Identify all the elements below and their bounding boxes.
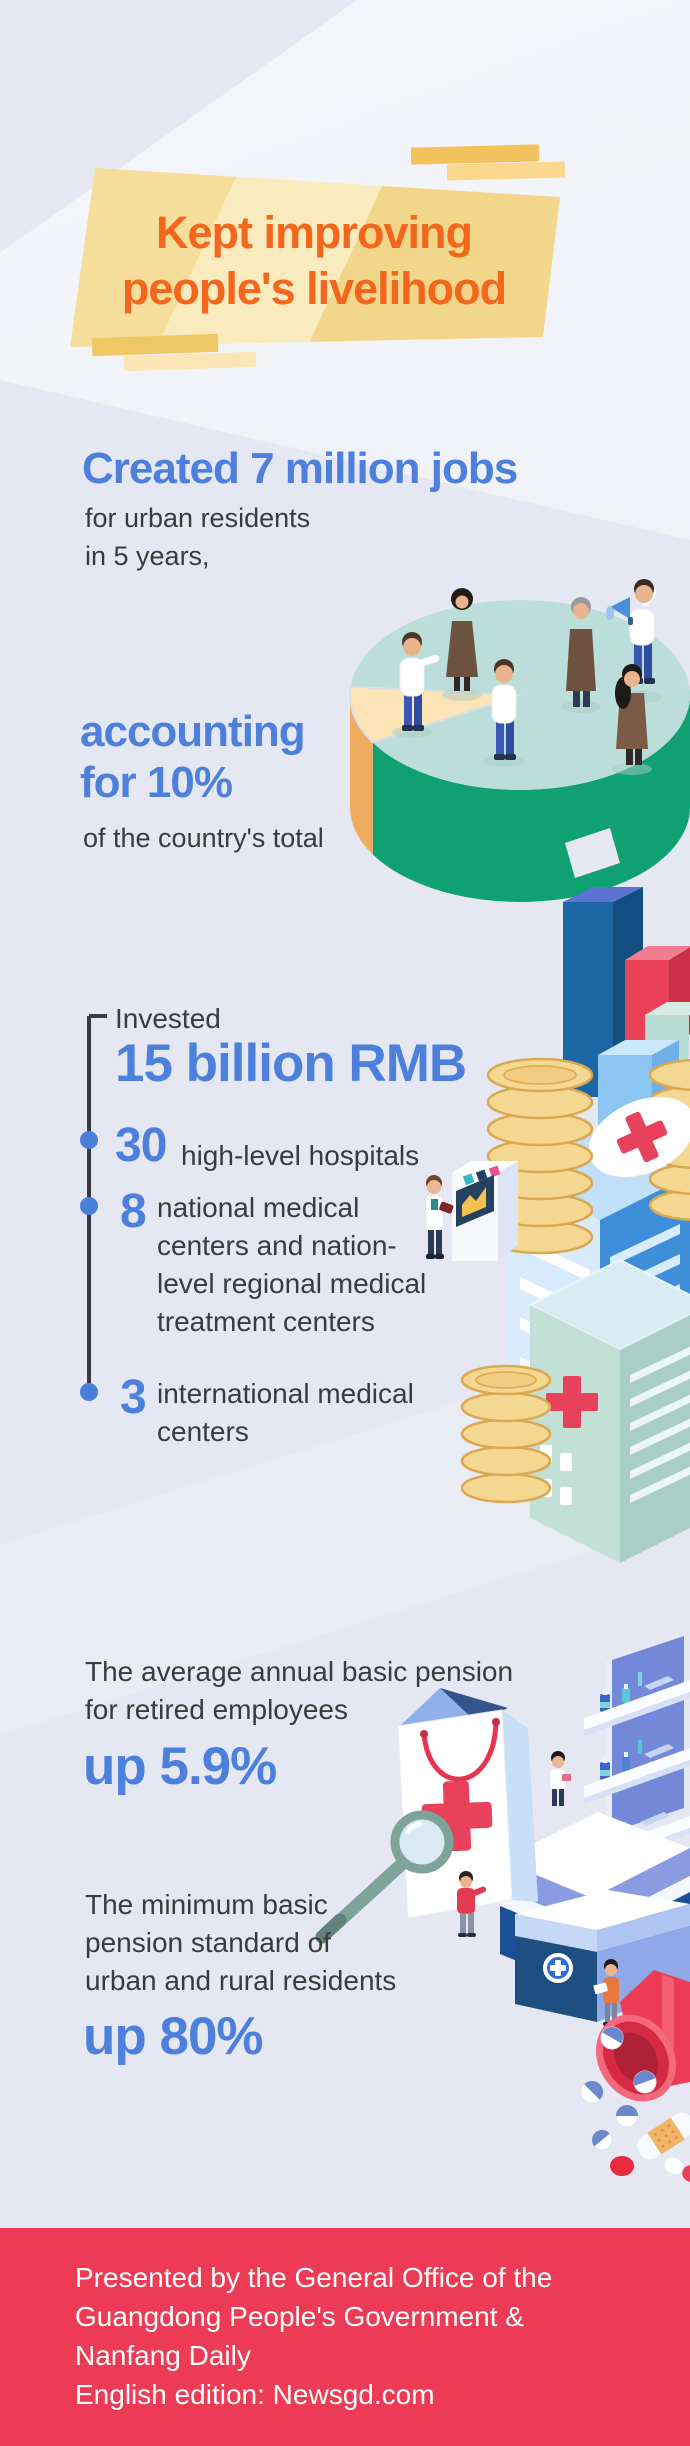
person-figure-red-sweater [457,1871,487,1937]
stat-number-hospitals: 30 [115,1119,167,1172]
pie-notch [565,828,620,878]
red-cross-sign-icon [588,1096,690,1178]
page-title-line2: people's livelihood [121,263,507,314]
pharmacy-shelf-icon [584,1636,690,1872]
footer-line3: Nanfang Daily [75,2340,251,2371]
shelf-board-2 [584,1740,690,1804]
stat-label-national-centers-l1: national medical [157,1192,360,1223]
pharmacist-figure [549,1751,571,1806]
band-aid-icon [636,2111,690,2161]
megaphone-icon [606,597,633,625]
title-banner: Kept improving people's livelihood [70,168,560,347]
medical-plus-badge-kit [543,1953,573,1983]
red-cross-icon [546,1376,598,1428]
pension2-highlight: up 80% [83,2007,264,2066]
bullet-dot-1 [80,1131,98,1149]
pension2-line2: pension standard of [85,1927,331,1958]
stat-label-national-centers-l2: centers and nation- [157,1230,397,1261]
stat-label-national-centers-l4: treatment centers [157,1306,375,1337]
jobs-subline-1: for urban residents [85,503,311,533]
bullet-dot-3 [80,1383,98,1401]
jobs-pie-chart-illustration [349,579,690,902]
person-figure-gray-hair-man [561,597,601,713]
bullet-dot-2 [80,1197,98,1215]
jobs-share-note: of the country's total [83,823,324,853]
jobs-share-line2: for 10% [80,758,233,807]
pharmacy-illustration [315,1636,690,2184]
pie-wedge-10-percent [349,685,521,744]
doctor-figure [425,1175,454,1259]
page-title-line1: Kept improving [155,207,473,258]
person-figure-orange-top [593,1959,619,2026]
pie-wedge-side [350,695,373,855]
coin-stack-icon-front [460,1364,552,1504]
person-figure-brown-coat-woman [612,664,652,775]
tape-decoration-bottom-light [123,351,257,372]
stat-label-hospitals: high-level hospitals [181,1140,420,1171]
person-figure-white-shirt-center [484,659,524,767]
pension1-highlight: up 5.9% [83,1737,277,1796]
pension1-line1: The average annual basic pension [85,1656,514,1687]
footer-line2: Guangdong People's Government & [75,2301,524,2332]
tape-decoration-top-light [446,161,566,181]
investment-amount: 15 billion RMB [115,1034,467,1093]
footer-line4: English edition: Newsgd.com [75,2379,435,2410]
stat-label-international-centers-l2: centers [157,1416,249,1447]
person-figure-white-shirt-left [392,632,440,738]
capsule-icon [663,2156,690,2184]
investment-bracket [80,1014,107,1401]
hospital-illustration [425,887,690,1563]
jobs-headline: Created 7 million jobs [82,444,518,493]
shelf-board-1 [584,1672,690,1736]
stat-number-national-centers: 8 [120,1185,147,1238]
jobs-share-line1: accounting [80,707,306,756]
magnifier-icon [315,1810,454,1944]
investment-intro: Invested [115,1003,221,1034]
footer-credits: Presented by the General Office of the G… [0,2228,690,2446]
pension2-line3: urban and rural residents [85,1965,397,1996]
bag-handle [421,1719,499,1782]
jobs-subline-2: in 5 years, [85,541,210,571]
red-pill-icon [610,2156,634,2176]
first-aid-kit-icon [515,1890,690,2022]
medical-center-building-icon [527,1258,690,1563]
pension1-line2: for retired employees [85,1694,349,1725]
stat-label-international-centers-l1: international medical [157,1378,414,1409]
pension2-line1: The minimum basic [85,1889,328,1920]
stat-label-national-centers-l3: level regional medical [157,1268,427,1299]
kiosk-icon [452,1161,518,1261]
stat-number-international-centers: 3 [120,1371,147,1424]
page-title: Kept improving people's livelihood [70,205,560,317]
person-figure-brown-dress-woman [442,588,482,701]
footer-line1: Presented by the General Office of the [75,2262,553,2293]
pills-icons [580,2026,657,2151]
